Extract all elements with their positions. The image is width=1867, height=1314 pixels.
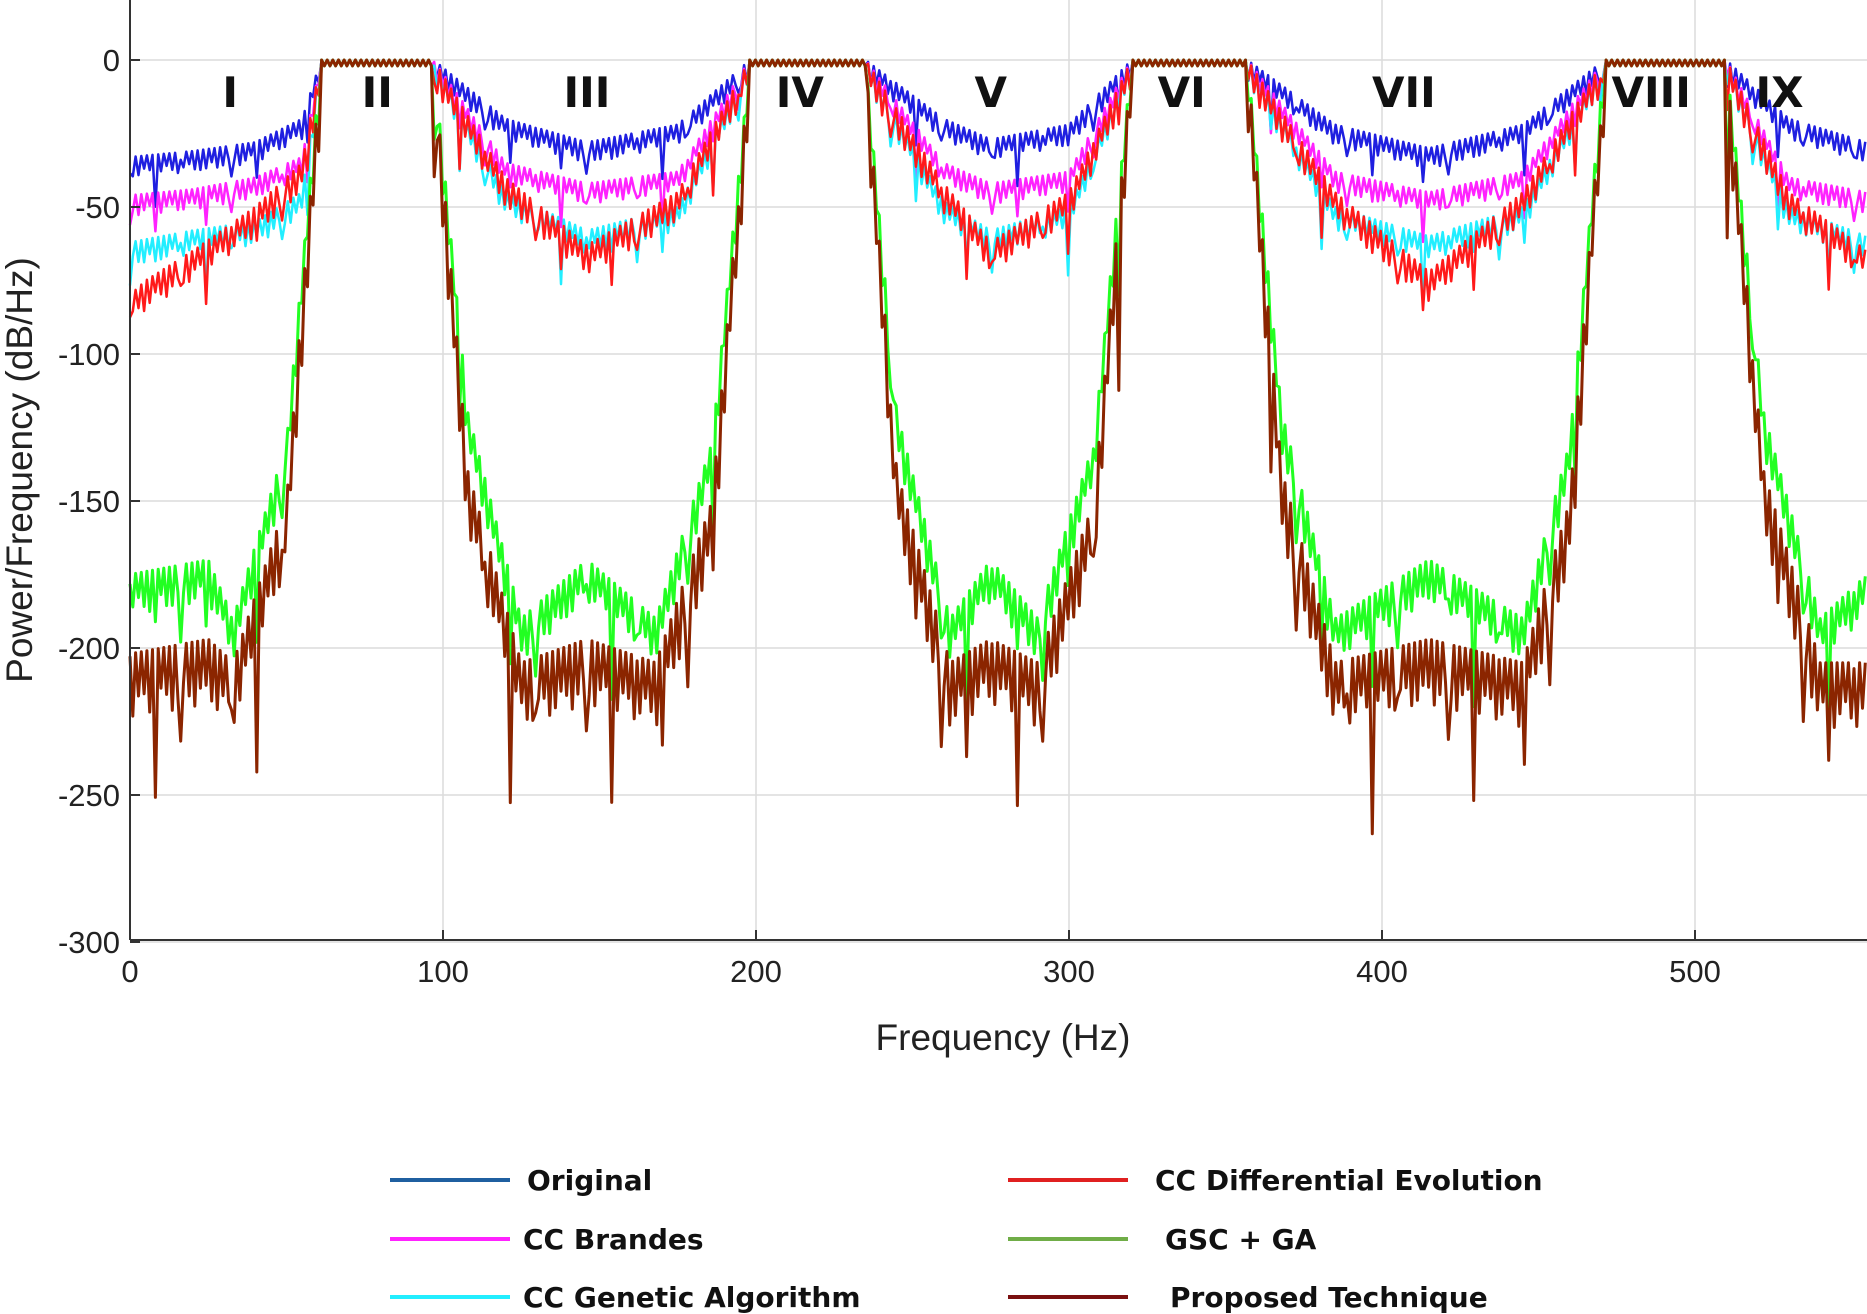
y-tick-label: -250 bbox=[58, 778, 120, 813]
x-tick-label: 400 bbox=[1356, 954, 1408, 989]
legend: Original CC Brandes CC Genetic Algorithm CC… bbox=[390, 1164, 1543, 1314]
series-group bbox=[128, 58, 1867, 836]
band-label: IV bbox=[776, 68, 825, 117]
band-labels: I II III IV V VI VII VIII IX bbox=[222, 68, 1803, 117]
legend-label-original: Original bbox=[527, 1164, 652, 1197]
x-axis-label: Frequency (Hz) bbox=[876, 1017, 1131, 1058]
x-tick-label: 100 bbox=[417, 954, 469, 989]
y-tick-label: -150 bbox=[58, 484, 120, 519]
y-tick-label: -300 bbox=[58, 925, 120, 960]
y-axis-label: Power/Frequency (dB/Hz) bbox=[0, 257, 40, 683]
band-label: V bbox=[974, 68, 1007, 117]
band-label: III bbox=[564, 68, 611, 117]
legend-label-cc-differential-evolution: CC Differential Evolution bbox=[1155, 1164, 1543, 1197]
band-label: I bbox=[222, 68, 238, 117]
legend-label-gsc-ga: GSC + GA bbox=[1165, 1223, 1317, 1256]
legend-label-proposed-technique: Proposed Technique bbox=[1170, 1281, 1488, 1314]
x-tick-label: 300 bbox=[1043, 954, 1095, 989]
y-tick-label: -200 bbox=[58, 631, 120, 666]
band-label: VII bbox=[1372, 68, 1436, 117]
series-line-proposed-technique bbox=[128, 58, 1867, 836]
y-tick-label: -50 bbox=[75, 190, 120, 225]
legend-label-cc-genetic-algorithm: CC Genetic Algorithm bbox=[523, 1281, 861, 1314]
axes: 0 100 200 300 400 500 0 -50 -100 -150 -200 -250 -300 bbox=[58, 0, 1867, 989]
band-label: IX bbox=[1756, 68, 1804, 117]
x-tick-label: 200 bbox=[730, 954, 782, 989]
band-label: II bbox=[362, 68, 393, 117]
x-tick-label: 0 bbox=[121, 954, 138, 989]
legend-label-cc-brandes: CC Brandes bbox=[523, 1223, 704, 1256]
y-tick-label: -100 bbox=[58, 337, 120, 372]
band-label: VIII bbox=[1611, 68, 1690, 117]
band-label: VI bbox=[1158, 68, 1206, 117]
x-tick-label: 500 bbox=[1669, 954, 1721, 989]
y-tick-label: 0 bbox=[103, 43, 120, 78]
